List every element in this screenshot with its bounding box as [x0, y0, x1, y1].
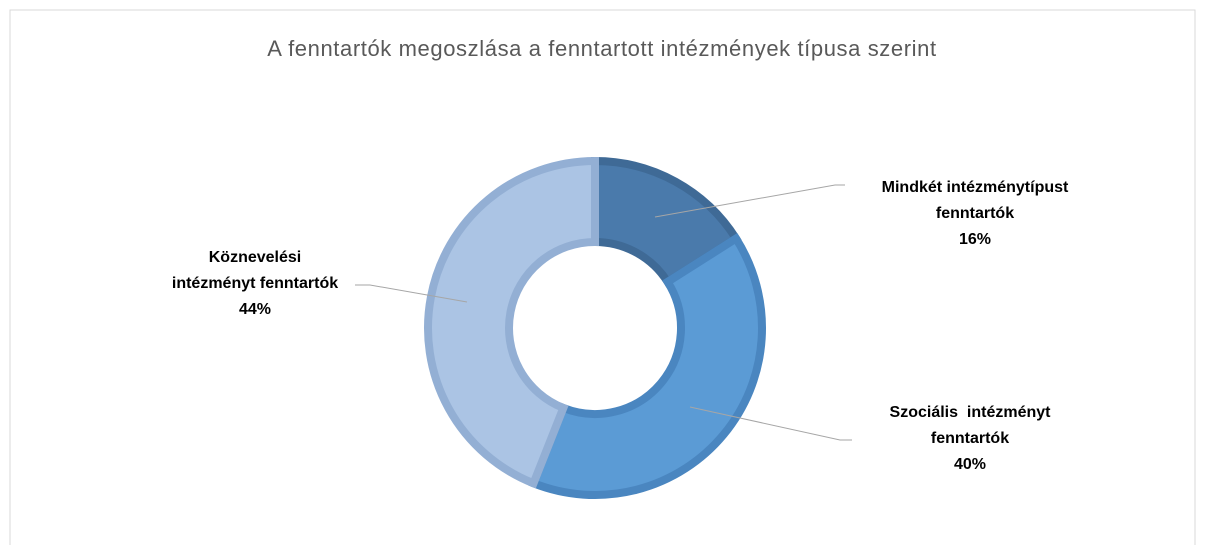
leader-line	[355, 284, 468, 303]
chart-title: A fenntartók megoszlása a fenntartott in…	[267, 36, 936, 61]
data-label: Mindkét intézménytípust fenntartók	[882, 179, 1069, 222]
data-label-value: 16%	[959, 231, 991, 248]
chart-frame	[9, 9, 1196, 545]
data-label: Köznevelési intézményt fenntartók	[172, 249, 338, 292]
data-label-value: 40%	[954, 456, 986, 473]
donut-segment	[424, 156, 599, 489]
leader-line	[654, 184, 845, 218]
donut-segment	[528, 232, 766, 499]
data-label: Szociális intézményt fenntartók	[890, 404, 1052, 447]
data-label-value: 44%	[239, 301, 271, 318]
leader-line	[689, 406, 852, 441]
